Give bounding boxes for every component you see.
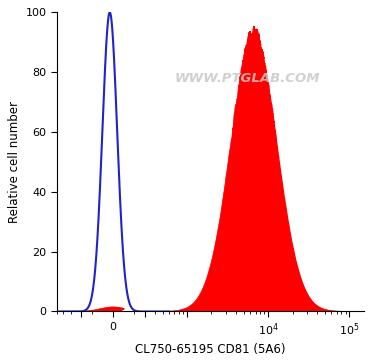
Text: WWW.PTGLAB.COM: WWW.PTGLAB.COM bbox=[174, 72, 320, 85]
X-axis label: CL750-65195 CD81 (5A6): CL750-65195 CD81 (5A6) bbox=[135, 343, 286, 356]
Y-axis label: Relative cell number: Relative cell number bbox=[8, 101, 21, 223]
